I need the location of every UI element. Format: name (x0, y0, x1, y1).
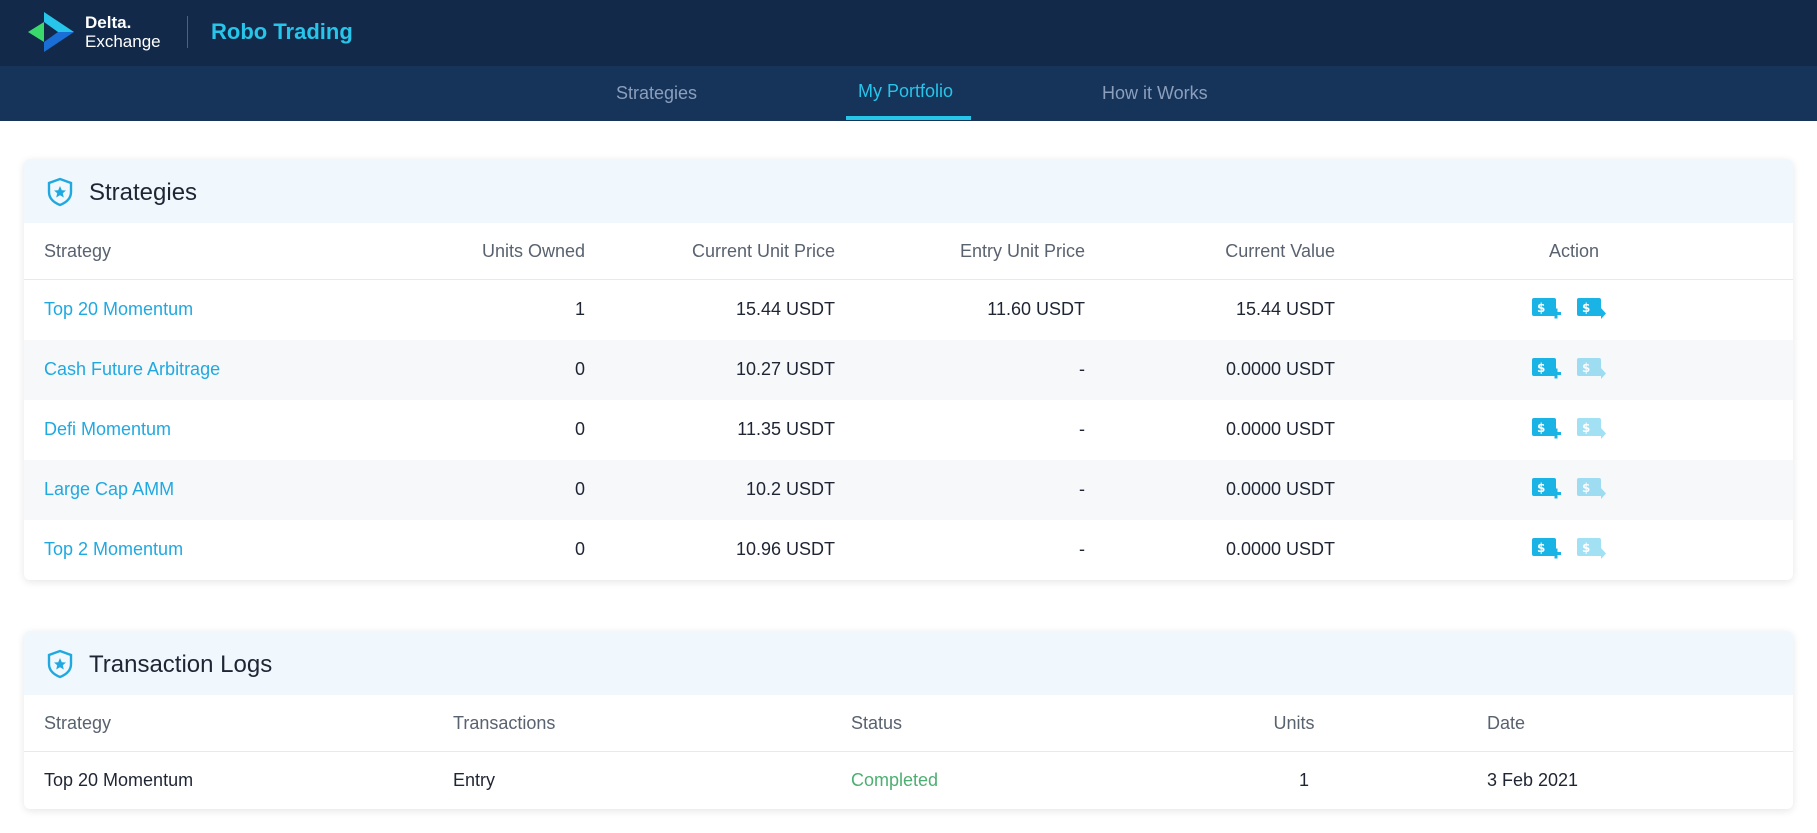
col-strategy: Strategy (44, 713, 112, 733)
current-value: 0.0000 USDT (1225, 479, 1335, 499)
current-unit-price: 10.27 USDT (735, 359, 835, 379)
strategies-table-header: Strategy Units Owned Current Unit Price … (24, 223, 1793, 280)
table-row: Defi Momentum 0 11.35 USDT - 0.0000 USDT… (24, 400, 1793, 460)
entry-unit-price: - (1079, 359, 1085, 379)
tab-how-it-works[interactable]: How it Works (1102, 83, 1208, 103)
transaction-logs-card-header: Transaction Logs (24, 631, 1793, 695)
entry-unit-price: 11.60 USDT (987, 299, 1085, 319)
table-row: Cash Future Arbitrage 0 10.27 USDT - 0.0… (24, 340, 1793, 400)
dollar-plus-icon[interactable]: $ (1532, 358, 1562, 382)
current-value: 15.44 USDT (1235, 299, 1335, 319)
logo-line-1: Delta. (85, 13, 132, 32)
col-status: Status (851, 713, 903, 733)
svg-text:$: $ (1582, 541, 1590, 555)
current-unit-price: 11.35 USDT (737, 419, 835, 439)
current-value: 0.0000 USDT (1225, 359, 1335, 379)
top-bar: Delta. Exchange Robo Trading (0, 0, 1817, 66)
svg-text:$: $ (1537, 421, 1545, 435)
table-row: Top 2 Momentum 0 10.96 USDT - 0.0000 USD… (24, 520, 1793, 580)
delta-exchange-logo[interactable] (28, 10, 74, 54)
svg-text:$: $ (1582, 421, 1590, 435)
col-units-owned: Units Owned (481, 241, 585, 261)
tx-status: Completed (851, 770, 939, 790)
strategy-link[interactable]: Top 2 Momentum (44, 539, 184, 559)
tx-units: 1 (1298, 770, 1309, 790)
current-unit-price: 15.44 USDT (735, 299, 835, 319)
current-unit-price: 10.2 USDT (745, 479, 835, 499)
strategy-link[interactable]: Large Cap AMM (44, 479, 175, 499)
svg-text:$: $ (1582, 301, 1590, 315)
current-value: 0.0000 USDT (1225, 419, 1335, 439)
strategy-link[interactable]: Defi Momentum (44, 419, 172, 439)
shield-star-icon (47, 649, 73, 679)
strategies-card: Strategies Strategy Units Owned Current … (24, 159, 1793, 580)
strategy-link[interactable]: Cash Future Arbitrage (44, 359, 221, 379)
col-action: Action (1548, 241, 1600, 261)
svg-text:$: $ (1537, 541, 1545, 555)
header-divider (187, 16, 188, 48)
dollar-plus-icon[interactable]: $ (1532, 478, 1562, 502)
entry-unit-price: - (1079, 479, 1085, 499)
strategy-link[interactable]: Top 20 Momentum (44, 299, 194, 319)
table-row: Large Cap AMM 0 10.2 USDT - 0.0000 USDT … (24, 460, 1793, 520)
strategies-title: Strategies (89, 179, 198, 206)
dollar-arrow-icon[interactable]: $ (1577, 358, 1607, 382)
tab-my-portfolio[interactable]: My Portfolio (858, 81, 954, 101)
dollar-plus-icon[interactable]: $ (1532, 418, 1562, 442)
col-current-value: Current Value (1225, 241, 1335, 261)
svg-text:$: $ (1537, 361, 1545, 375)
dollar-arrow-icon[interactable]: $ (1577, 298, 1607, 322)
col-entry-unit-price: Entry Unit Price (959, 241, 1085, 261)
svg-text:$: $ (1537, 301, 1545, 315)
tab-strategies[interactable]: Strategies (616, 83, 698, 103)
dollar-arrow-icon[interactable]: $ (1577, 418, 1607, 442)
units-owned: 0 (574, 479, 585, 499)
svg-text:$: $ (1582, 481, 1590, 495)
dollar-arrow-icon[interactable]: $ (1577, 478, 1607, 502)
entry-unit-price: - (1079, 539, 1085, 559)
col-date: Date (1487, 713, 1526, 733)
logo-text: Delta. Exchange (85, 13, 161, 51)
transaction-logs-title: Transaction Logs (89, 651, 273, 678)
dollar-plus-icon[interactable]: $ (1532, 538, 1562, 562)
current-unit-price: 10.96 USDT (735, 539, 835, 559)
tx-date: 3 Feb 2021 (1487, 770, 1579, 790)
svg-text:$: $ (1537, 481, 1545, 495)
brand-title[interactable]: Robo Trading (211, 19, 353, 44)
units-owned: 0 (574, 539, 585, 559)
units-owned: 1 (574, 299, 585, 319)
col-transactions: Transactions (453, 713, 556, 733)
units-owned: 0 (574, 419, 585, 439)
svg-text:$: $ (1582, 361, 1590, 375)
dollar-arrow-icon[interactable]: $ (1577, 538, 1607, 562)
col-units: Units (1273, 713, 1315, 733)
active-tab-indicator (846, 116, 971, 120)
entry-unit-price: - (1079, 419, 1085, 439)
table-row: Top 20 Momentum 1 15.44 USDT 11.60 USDT … (24, 280, 1793, 340)
units-owned: 0 (574, 359, 585, 379)
tx-strategy: Top 20 Momentum (44, 770, 194, 790)
shield-star-icon (47, 177, 73, 207)
main-nav: Strategies My Portfolio How it Works (0, 66, 1817, 121)
current-value: 0.0000 USDT (1225, 539, 1335, 559)
strategies-card-header: Strategies (24, 159, 1793, 223)
dollar-plus-icon[interactable]: $ (1532, 298, 1562, 322)
logo-line-2: Exchange (85, 32, 161, 51)
transactions-table-header: Strategy Transactions Status Units Date (24, 695, 1793, 752)
col-current-unit-price: Current Unit Price (691, 241, 835, 261)
table-row: Top 20 Momentum Entry Completed 1 3 Feb … (24, 752, 1793, 809)
col-strategy: Strategy (44, 241, 112, 261)
tx-type: Entry (453, 770, 496, 790)
transaction-logs-card: Transaction Logs Strategy Transactions S… (24, 631, 1793, 809)
